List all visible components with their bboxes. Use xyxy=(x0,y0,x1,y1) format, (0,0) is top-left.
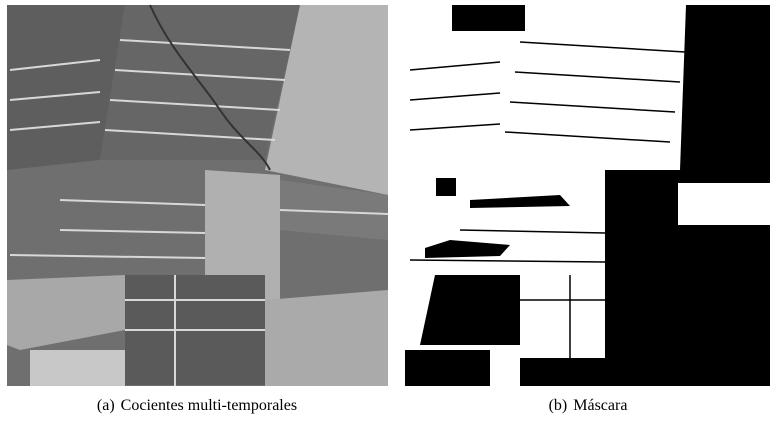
caption-b: (b) Máscara xyxy=(549,397,628,414)
panel-caption: Máscara xyxy=(573,397,627,414)
image-b xyxy=(405,5,770,386)
panel-label: (a) xyxy=(97,397,115,414)
panel-label: (b) xyxy=(549,397,568,414)
caption-a: (a) Cocientes multi-temporales xyxy=(97,397,297,414)
panel-caption: Cocientes multi-temporales xyxy=(121,397,297,414)
image-a xyxy=(7,4,389,386)
